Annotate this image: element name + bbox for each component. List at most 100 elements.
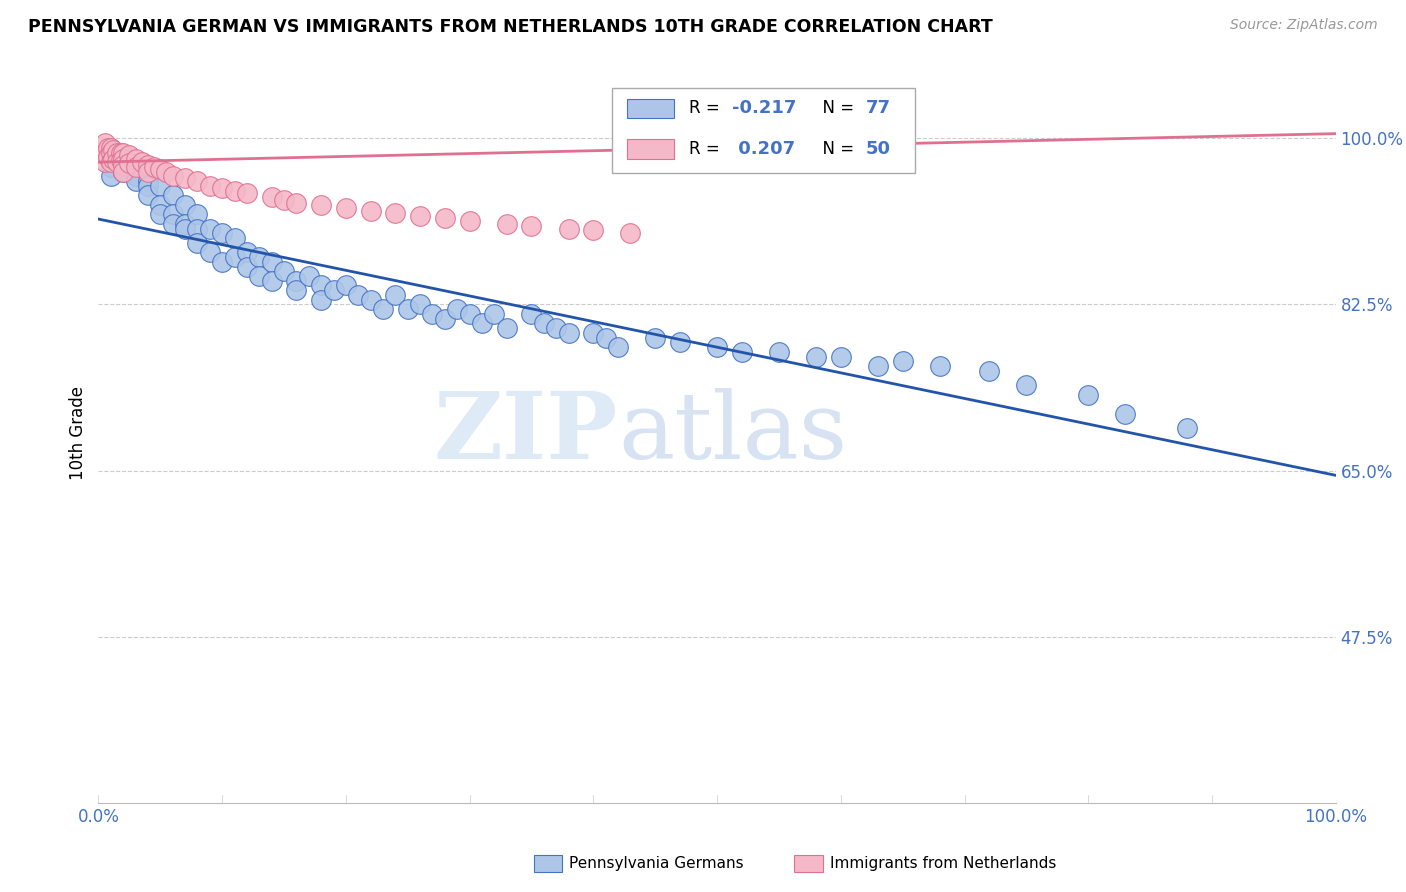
Point: [322, 283, 344, 297]
Point: [224, 250, 246, 264]
Text: ZIP: ZIP: [434, 388, 619, 477]
Text: PENNSYLVANIA GERMAN VS IMMIGRANTS FROM NETHERLANDS 10TH GRADE CORRELATION CHART: PENNSYLVANIA GERMAN VS IMMIGRANTS FROM N…: [28, 18, 993, 36]
Point: [198, 245, 221, 260]
Point: [335, 278, 357, 293]
Point: [162, 169, 184, 184]
Point: [557, 221, 579, 235]
Point: [433, 311, 456, 326]
Point: [162, 188, 184, 202]
Point: [644, 331, 666, 345]
Text: Pennsylvania Germans: Pennsylvania Germans: [569, 856, 744, 871]
Point: [360, 293, 382, 307]
Point: [174, 217, 197, 231]
Point: [211, 227, 233, 241]
Point: [186, 174, 208, 188]
Point: [360, 203, 382, 218]
Text: atlas: atlas: [619, 388, 848, 477]
Point: [103, 143, 125, 157]
Point: [224, 184, 246, 198]
Point: [866, 359, 889, 374]
Point: [409, 297, 432, 311]
Point: [607, 340, 630, 354]
Point: [149, 207, 172, 221]
Point: [433, 211, 456, 226]
Point: [236, 186, 259, 201]
Point: [285, 195, 308, 210]
Point: [174, 221, 197, 235]
Point: [186, 221, 208, 235]
Point: [1015, 378, 1038, 392]
Point: [891, 354, 914, 368]
Point: [619, 227, 641, 241]
Point: [105, 155, 128, 169]
Point: [285, 283, 308, 297]
Point: [309, 293, 332, 307]
Point: [100, 145, 122, 160]
Point: [484, 307, 506, 321]
Point: [260, 254, 283, 268]
Point: [136, 178, 159, 193]
Point: [458, 214, 481, 228]
Point: [309, 278, 332, 293]
Point: [112, 164, 135, 178]
Point: [546, 321, 568, 335]
Point: [174, 198, 197, 212]
Point: [174, 171, 197, 186]
Point: [247, 250, 270, 264]
Point: [143, 160, 166, 174]
Point: [446, 302, 468, 317]
Point: [112, 158, 135, 172]
Point: [103, 153, 125, 167]
Point: [273, 264, 295, 278]
Text: Source: ZipAtlas.com: Source: ZipAtlas.com: [1230, 18, 1378, 32]
Point: [136, 164, 159, 178]
Point: [260, 274, 283, 288]
Point: [124, 160, 146, 174]
Point: [124, 169, 146, 184]
Text: R =: R =: [689, 140, 724, 158]
Point: [260, 190, 283, 204]
Point: [155, 164, 177, 178]
Point: [409, 209, 432, 223]
Point: [557, 326, 579, 340]
Point: [804, 350, 827, 364]
Point: [520, 307, 543, 321]
Point: [93, 155, 115, 169]
Point: [136, 158, 159, 172]
Bar: [627, 139, 673, 159]
Point: [136, 174, 159, 188]
Point: [118, 148, 141, 162]
Point: [124, 153, 146, 167]
Point: [1175, 421, 1198, 435]
Point: [224, 231, 246, 245]
Point: [100, 155, 122, 169]
Point: [100, 160, 122, 174]
Bar: [627, 99, 673, 118]
Point: [458, 307, 481, 321]
Text: 77: 77: [866, 99, 890, 118]
Point: [1114, 407, 1136, 421]
Point: [93, 136, 115, 150]
Point: [520, 219, 543, 233]
Point: [396, 302, 419, 317]
Point: [422, 307, 444, 321]
Text: 50: 50: [866, 140, 890, 158]
Point: [100, 169, 122, 184]
Point: [186, 207, 208, 221]
Bar: [612, 88, 915, 173]
Point: [533, 317, 555, 331]
Point: [285, 274, 308, 288]
Point: [979, 364, 1001, 378]
Point: [97, 141, 120, 155]
Point: [110, 145, 132, 160]
Text: Immigrants from Netherlands: Immigrants from Netherlands: [830, 856, 1056, 871]
Point: [309, 198, 332, 212]
Point: [124, 174, 146, 188]
Point: [731, 345, 754, 359]
Point: [93, 145, 115, 160]
Point: [186, 235, 208, 250]
Point: [112, 145, 135, 160]
Point: [582, 223, 605, 237]
Point: [582, 326, 605, 340]
Point: [162, 217, 184, 231]
